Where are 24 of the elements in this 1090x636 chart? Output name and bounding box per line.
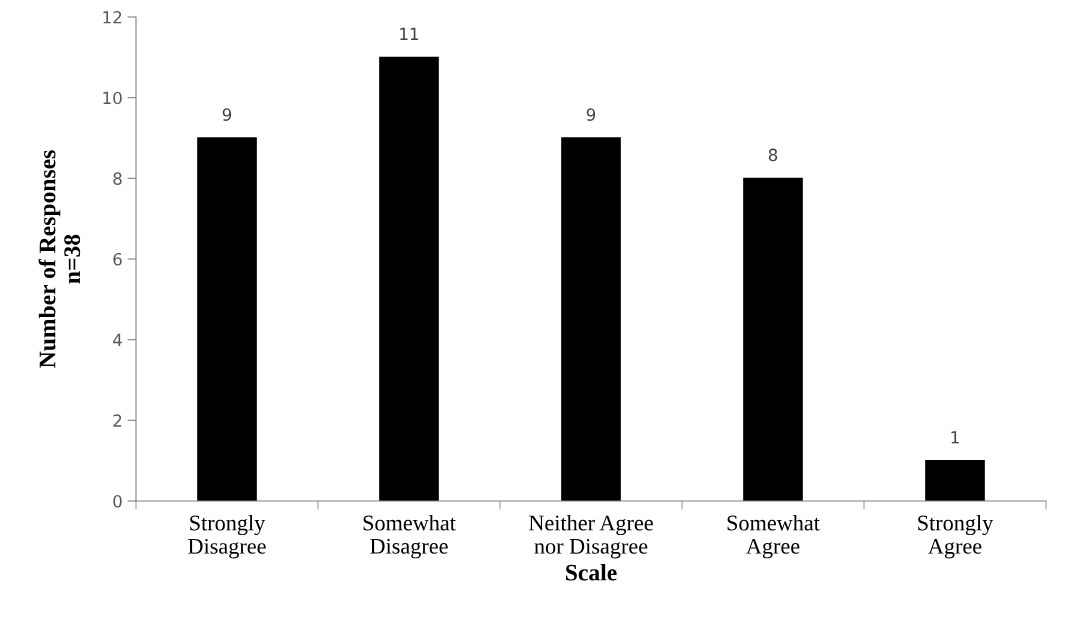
bar xyxy=(561,137,621,501)
bar xyxy=(197,137,257,501)
y-tick-label: 10 xyxy=(103,91,122,105)
bar xyxy=(743,177,803,501)
bar xyxy=(379,56,439,501)
data-label: 9 xyxy=(222,108,232,121)
x-tick-label: Strongly Agree xyxy=(918,514,994,559)
data-label: 9 xyxy=(586,108,596,121)
y-tick-label: 2 xyxy=(113,414,122,427)
data-label: 11 xyxy=(400,27,419,40)
x-tick-label: Somewhat Disagree xyxy=(363,514,456,559)
x-tick-label: Somewhat Agree xyxy=(727,514,820,559)
bar xyxy=(925,459,985,501)
y-axis-title: Number of Responses n=38 xyxy=(38,150,81,368)
y-tick-label: 6 xyxy=(113,252,122,266)
x-tick-label: Strongly Disagree xyxy=(188,514,266,559)
data-label: 1 xyxy=(951,431,959,444)
y-tick-label: 0 xyxy=(113,494,122,508)
x-axis-title: Scale xyxy=(566,563,617,581)
x-tick-label: Neither Agree nor Disagree xyxy=(529,514,653,559)
y-tick-label: 12 xyxy=(103,10,122,24)
y-tick-label: 8 xyxy=(113,172,122,185)
y-tick-label: 4 xyxy=(113,333,122,346)
data-label: 8 xyxy=(768,148,778,162)
